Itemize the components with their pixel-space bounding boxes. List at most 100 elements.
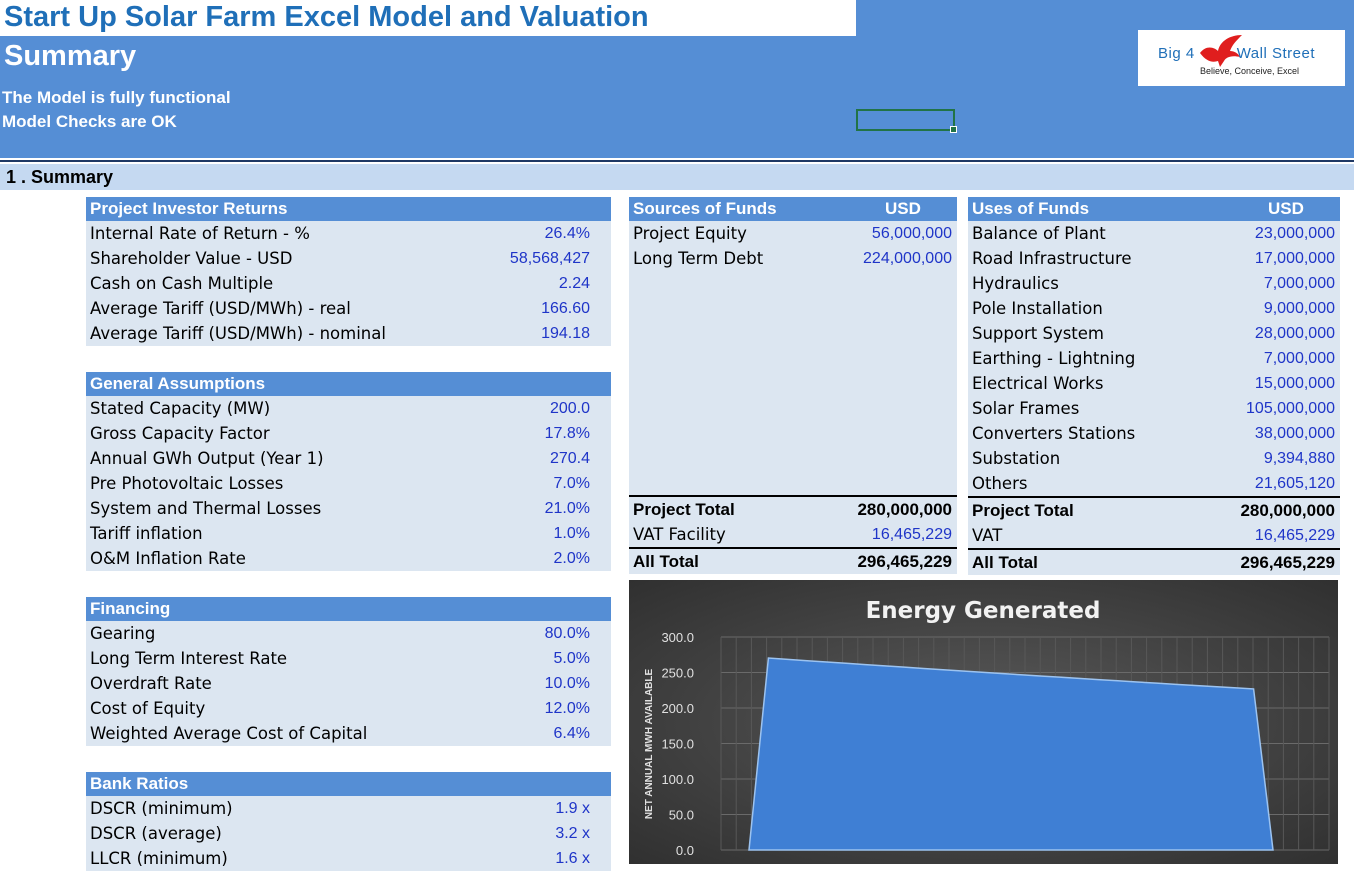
row-label: Weighted Average Cost of Capital [90, 721, 367, 746]
row-value[interactable]: 224,000,000 [863, 246, 952, 271]
row-value[interactable]: 15,000,000 [1255, 371, 1335, 396]
row-value[interactable]: 58,568,427 [510, 246, 590, 271]
table-row: Gearing 80.0% [86, 621, 611, 646]
row-value[interactable]: 80.0% [545, 621, 590, 646]
row-value[interactable]: 105,000,000 [1246, 396, 1335, 421]
section-title: 1 . Summary [6, 167, 113, 188]
y-tick-label: 250.0 [661, 666, 694, 681]
row-label: Road Infrastructure [972, 246, 1132, 271]
section-bar [0, 164, 1354, 190]
investor-returns-table: Project Investor Returns Internal Rate o… [86, 197, 611, 346]
row-value[interactable]: 2.0% [554, 546, 590, 571]
row-label: Electrical Works [972, 371, 1103, 396]
row-label: Gearing [90, 621, 155, 646]
row-value[interactable]: 28,000,000 [1255, 321, 1335, 346]
row-value[interactable]: 1.9 x [555, 796, 590, 821]
row-value[interactable]: 280,000,000 [857, 497, 952, 522]
table-row: Internal Rate of Return - % 26.4% [86, 221, 611, 246]
table-row: Weighted Average Cost of Capital 6.4% [86, 721, 611, 746]
row-label: O&M Inflation Rate [90, 546, 246, 571]
row-value[interactable]: 280,000,000 [1240, 498, 1335, 523]
row-value[interactable]: 296,465,229 [857, 549, 952, 574]
row-value[interactable]: 26.4% [545, 221, 590, 246]
row-value[interactable]: 270.4 [550, 446, 590, 471]
table-row: Converters Stations 38,000,000 [968, 421, 1340, 446]
table-row: Tariff inflation 1.0% [86, 521, 611, 546]
row-label: Balance of Plant [972, 221, 1106, 246]
table-row: LLCR (minimum)1.6 x [86, 846, 611, 871]
project-total-row: Project Total 280,000,000 [629, 495, 957, 522]
selected-cell[interactable] [856, 109, 955, 131]
all-total-row: All Total 296,465,229 [968, 548, 1340, 575]
table-body: Internal Rate of Return - %26.4%Sharehol… [86, 221, 611, 346]
row-value[interactable]: 16,465,229 [872, 522, 952, 547]
row-value[interactable]: 7,000,000 [1264, 346, 1335, 371]
y-tick-label: 200.0 [661, 701, 694, 716]
row-value[interactable]: 6.4% [554, 721, 590, 746]
row-label: Project Equity [633, 221, 747, 246]
all-total-row: All Total 296,465,229 [629, 547, 957, 574]
row-value[interactable]: 12.0% [545, 696, 590, 721]
table-heading: General Assumptions [86, 372, 611, 396]
table-row: Balance of Plant 23,000,000 [968, 221, 1340, 246]
row-label: Substation [972, 446, 1060, 471]
row-value[interactable]: 56,000,000 [872, 221, 952, 246]
row-value[interactable]: 3.2 x [555, 821, 590, 846]
row-value[interactable]: 200.0 [550, 396, 590, 421]
row-value[interactable]: 9,394,880 [1264, 446, 1335, 471]
row-value[interactable]: 166.60 [541, 296, 590, 321]
row-value[interactable]: 7.0% [554, 471, 590, 496]
row-value[interactable]: 1.0% [554, 521, 590, 546]
table-heading: Financing [86, 597, 611, 621]
row-value[interactable]: 17,000,000 [1255, 246, 1335, 271]
row-value[interactable]: 21,605,120 [1255, 471, 1335, 496]
row-value[interactable]: 1.6 x [555, 846, 590, 871]
row-label: VAT [972, 523, 1002, 548]
y-axis-label: NET ANNUAL MWH AVAILABLE [644, 668, 655, 819]
row-label: Cash on Cash Multiple [90, 271, 273, 296]
row-value[interactable]: 296,465,229 [1240, 550, 1335, 575]
row-value[interactable]: 10.0% [545, 671, 590, 696]
table-row: DSCR (minimum) 1.9 x [86, 796, 611, 821]
table-heading-label: Uses of Funds [972, 199, 1089, 218]
vat-row: VAT 16,465,229 [968, 523, 1340, 548]
app-title: Start Up Solar Farm Excel Model and Valu… [4, 1, 649, 34]
y-tick-label: 100.0 [661, 772, 694, 787]
row-label: DSCR (minimum) [90, 796, 233, 821]
row-value[interactable]: 5.0% [554, 646, 590, 671]
row-value[interactable]: 23,000,000 [1255, 221, 1335, 246]
model-status: The Model is fully functional [2, 88, 231, 108]
row-label: Annual GWh Output (Year 1) [90, 446, 324, 471]
row-value[interactable]: 16,465,229 [1255, 523, 1335, 548]
row-value[interactable]: 2.24 [559, 271, 590, 296]
row-label: Internal Rate of Return - % [90, 221, 310, 246]
row-label: Cost of Equity [90, 696, 205, 721]
logo-brand-right: Wall Street [1237, 45, 1315, 62]
row-value[interactable]: 17.8% [545, 421, 590, 446]
row-value[interactable]: 9,000,000 [1264, 296, 1335, 321]
row-value[interactable]: 21.0% [545, 496, 590, 521]
row-label: Tariff inflation [90, 521, 203, 546]
row-value[interactable]: 194.18 [541, 321, 590, 346]
energy-area-series [749, 658, 1273, 850]
table-row: Road Infrastructure 17,000,000 [968, 246, 1340, 271]
table-row: Annual GWh Output (Year 1) 270.4 [86, 446, 611, 471]
row-label: Support System [972, 321, 1104, 346]
row-label: Converters Stations [972, 421, 1135, 446]
row-value[interactable]: 38,000,000 [1255, 421, 1335, 446]
row-value[interactable]: 7,000,000 [1264, 271, 1335, 296]
row-label: Solar Frames [972, 396, 1079, 421]
